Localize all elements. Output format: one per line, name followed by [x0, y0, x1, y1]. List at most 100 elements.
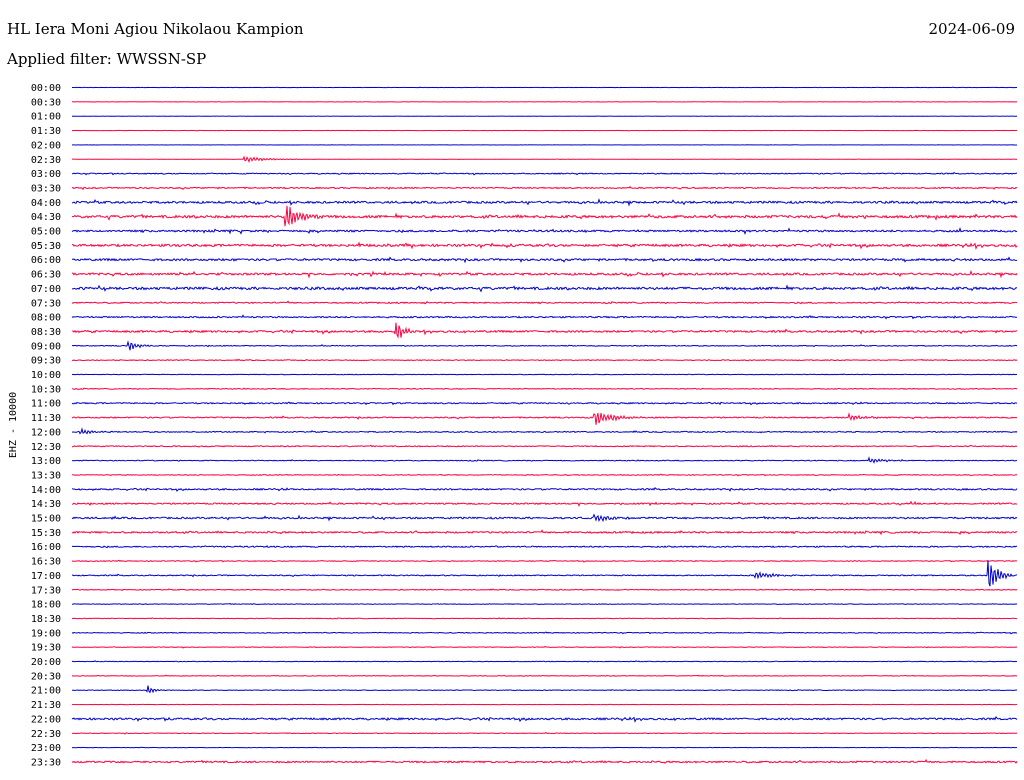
trace-row [71, 473, 1018, 477]
trace-row [71, 746, 1018, 749]
row-time-label: 00:00 [31, 83, 61, 94]
trace-row [71, 205, 1018, 227]
trace-row [71, 758, 1018, 764]
trace-row [71, 241, 1018, 251]
trace-row [71, 456, 1018, 464]
row-time-label: 08:00 [31, 313, 61, 324]
trace-row [71, 412, 1018, 425]
trace-row [71, 513, 1018, 523]
row-time-label: 04:00 [31, 198, 61, 209]
row-time-label: 19:00 [31, 628, 61, 639]
row-time-label: 14:00 [31, 485, 61, 496]
row-time-label: 23:30 [31, 757, 61, 768]
trace-row [71, 373, 1018, 376]
trace-row [71, 715, 1018, 723]
trace-row [71, 101, 1018, 103]
row-time-label: 03:30 [31, 183, 61, 194]
helicorder-rows: 00:00 00:30 01:00 01:30 02:00 02:30 03:00 03:30… [31, 83, 61, 768]
trace-row [71, 171, 1018, 176]
helicorder-traces [71, 86, 1018, 764]
trace-row [71, 269, 1018, 279]
trace-row [71, 226, 1018, 235]
trace-row [71, 660, 1018, 663]
row-time-label: 14:30 [31, 499, 61, 510]
trace-row [71, 314, 1018, 320]
trace-row [71, 645, 1018, 649]
row-time-label: 09:00 [31, 341, 61, 352]
row-time-label: 00:30 [31, 97, 61, 108]
row-time-label: 07:30 [31, 298, 61, 309]
row-time-label: 16:00 [31, 542, 61, 553]
trace-row [71, 559, 1018, 563]
row-time-label: 21:30 [31, 700, 61, 711]
row-time-label: 16:30 [31, 557, 61, 568]
date-label: 2024-06-09 [928, 20, 1015, 38]
trace-row [71, 444, 1018, 448]
trace-row [71, 401, 1018, 406]
row-time-label: 10:30 [31, 384, 61, 395]
row-time-label: 12:30 [31, 442, 61, 453]
row-time-label: 13:30 [31, 470, 61, 481]
trace-row [71, 427, 1018, 435]
trace-row [71, 387, 1018, 390]
trace-row [71, 300, 1018, 305]
trace-row [71, 185, 1018, 191]
row-time-label: 20:00 [31, 657, 61, 668]
trace-row [71, 588, 1018, 592]
row-time-label: 01:30 [31, 126, 61, 137]
row-time-label: 11:00 [31, 399, 61, 410]
station-title: HL Iera Moni Agiou Nikolaou Kampion [7, 20, 304, 38]
row-time-label: 04:30 [31, 212, 61, 223]
row-time-label: 21:00 [31, 686, 61, 697]
row-time-label: 15:00 [31, 514, 61, 525]
row-time-label: 12:00 [31, 427, 61, 438]
row-time-label: 01:00 [31, 112, 61, 123]
row-time-label: 02:00 [31, 140, 61, 151]
row-time-label: 15:30 [31, 528, 61, 539]
y-axis-label-group: EHZ - 10000 [8, 392, 19, 458]
row-time-label: 17:30 [31, 585, 61, 596]
row-time-label: 17:00 [31, 571, 61, 582]
trace-row [71, 155, 1018, 164]
row-time-label: 22:00 [31, 714, 61, 725]
row-time-label: 05:30 [31, 241, 61, 252]
trace-row [71, 674, 1018, 677]
row-time-label: 19:30 [31, 643, 61, 654]
trace-row [71, 731, 1018, 735]
row-time-label: 23:00 [31, 743, 61, 754]
row-time-label: 06:30 [31, 270, 61, 281]
row-time-label: 06:00 [31, 255, 61, 266]
trace-row [71, 358, 1018, 362]
trace-row [71, 198, 1018, 207]
row-time-label: 18:30 [31, 614, 61, 625]
trace-row [71, 500, 1018, 507]
row-time-label: 09:30 [31, 356, 61, 367]
row-time-label: 08:30 [31, 327, 61, 338]
trace-row [71, 529, 1018, 536]
trace-row [71, 685, 1018, 694]
row-time-label: 05:00 [31, 227, 61, 238]
row-time-label: 11:30 [31, 413, 61, 424]
trace-row [71, 86, 1018, 89]
filter-subtitle: Applied filter: WWSSN-SP [7, 50, 207, 68]
trace-row [71, 603, 1018, 606]
row-time-label: 02:30 [31, 155, 61, 166]
row-time-label: 13:00 [31, 456, 61, 467]
trace-row [71, 322, 1018, 339]
row-time-label: 22:30 [31, 729, 61, 740]
trace-row [71, 340, 1018, 351]
row-time-label: 10:00 [31, 370, 61, 381]
trace-row [71, 560, 1018, 587]
row-time-label: 18:00 [31, 600, 61, 611]
trace-row [71, 545, 1018, 549]
row-time-label: 03:00 [31, 169, 61, 180]
y-axis-label: EHZ - 10000 [8, 392, 19, 458]
trace-row [71, 284, 1018, 293]
trace-row [71, 486, 1018, 492]
trace-row [71, 256, 1018, 264]
row-time-label: 20:30 [31, 671, 61, 682]
trace-row [71, 617, 1017, 620]
row-time-label: 07:00 [31, 284, 61, 295]
trace-row [71, 631, 1018, 635]
